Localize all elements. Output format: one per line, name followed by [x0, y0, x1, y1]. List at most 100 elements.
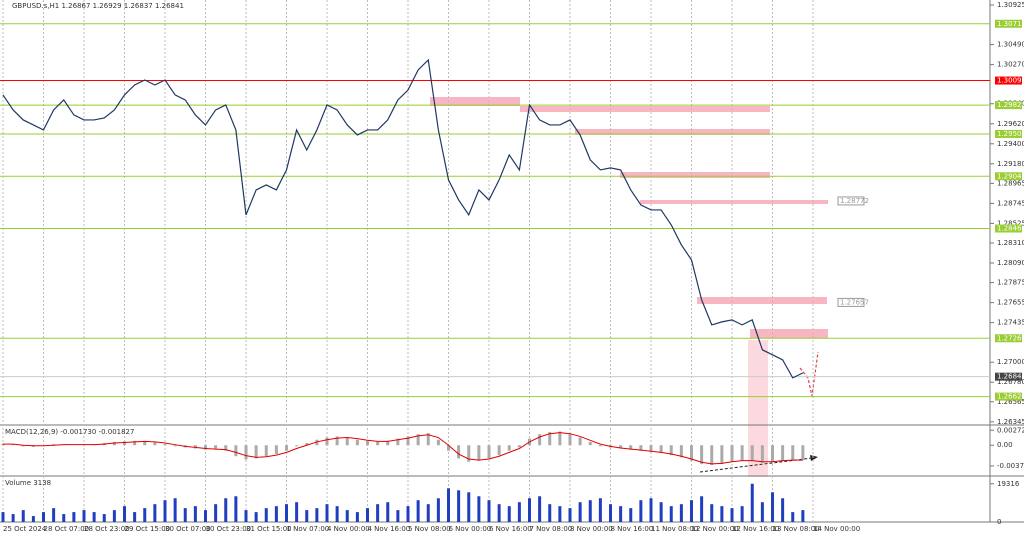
volume-bar — [163, 500, 167, 522]
macd-bar — [720, 445, 724, 464]
volume-bar — [295, 502, 299, 522]
x-tick-label: 4 Nov 16:00 — [368, 525, 411, 533]
volume-bar — [578, 502, 582, 522]
level-label: 1.27263 — [997, 334, 1024, 342]
volume-bar — [467, 492, 471, 522]
volume-bar — [720, 506, 724, 522]
macd-bar — [274, 445, 278, 455]
level-tag — [995, 19, 1022, 28]
y-tick-label: 1.28525 — [997, 219, 1024, 227]
macd-bar — [254, 445, 258, 459]
volume-bar — [123, 506, 126, 522]
macd-bar — [355, 439, 359, 446]
x-tick-label: 31 Oct 15:00 — [246, 525, 292, 533]
macd-bar — [193, 445, 197, 449]
level-tag — [995, 372, 1022, 381]
macd-bar — [295, 445, 299, 447]
macd-bar — [639, 445, 643, 451]
x-tick-label: 6 Nov 00:00 — [449, 525, 492, 533]
macd-bar — [112, 441, 116, 446]
macd-bar — [497, 445, 501, 456]
macd-bar — [244, 445, 248, 460]
y-tick-label: 1.27655 — [997, 299, 1024, 307]
volume-bar — [173, 498, 177, 522]
y-tick-label: 1.29180 — [997, 160, 1024, 168]
volume-bar — [52, 508, 56, 522]
zone — [748, 340, 768, 477]
panel-title: GBPUSD.s,H1 1.26867 1.26929 1.26837 1.26… — [12, 2, 184, 10]
macd-bar — [700, 445, 704, 464]
volume-bar — [214, 504, 218, 522]
macd-bar — [315, 439, 319, 446]
macd-bar — [558, 431, 562, 446]
y-tick-label: 1.28310 — [997, 239, 1024, 247]
volume-bar — [639, 500, 643, 522]
volume-bar — [781, 498, 785, 522]
y-tick-label: 1.29400 — [997, 140, 1024, 148]
macd-bar — [264, 445, 268, 457]
y-tick-label: 1.28965 — [997, 179, 1024, 187]
level-label: 1.30095 — [997, 77, 1024, 85]
y-tick-label: 1.28090 — [997, 259, 1024, 267]
macd-bar — [801, 445, 805, 461]
macd-bar — [396, 438, 400, 446]
x-tick-label: 5 Nov 08:00 — [408, 525, 451, 533]
x-tick-label: 29 Oct 15:00 — [125, 525, 171, 533]
volume-bar — [690, 500, 693, 522]
y-tick-label: 1.27875 — [997, 279, 1024, 287]
panel-title: MACD(12,26,9) -0.001730 -0.001827 — [5, 428, 134, 436]
volume-bar — [538, 496, 542, 522]
macd-bar — [679, 445, 683, 458]
x-tick-label: 13 Nov 08:00 — [773, 525, 820, 533]
level-tag — [995, 101, 1022, 110]
macd-bar — [133, 440, 137, 446]
volume-bar — [649, 498, 653, 522]
volume-bar — [406, 506, 410, 522]
macd-trend-arrow — [699, 457, 813, 473]
volume-bar — [82, 510, 86, 522]
macd-bar — [386, 440, 390, 446]
volume-bar — [629, 508, 633, 522]
volume-bar — [335, 506, 339, 522]
volume-bar — [740, 506, 744, 522]
volume-bar — [264, 508, 268, 522]
macd-bar — [740, 445, 744, 461]
volume-bar — [396, 510, 400, 522]
x-tick-label: 30 Oct 23:00 — [206, 525, 252, 533]
volume-bar — [345, 510, 349, 522]
macd-bar — [457, 445, 461, 459]
macd-bar — [214, 445, 218, 449]
macd-bar — [548, 432, 552, 446]
volume-bar — [760, 502, 764, 522]
volume-bar — [355, 512, 359, 522]
macd-bar — [52, 444, 56, 446]
volume-bar — [376, 504, 380, 522]
level-box — [837, 196, 865, 206]
volume-bar — [426, 504, 430, 522]
macd-bar — [629, 445, 633, 450]
volume-bar — [659, 502, 663, 522]
macd-bar — [588, 441, 592, 446]
macd-bar — [447, 445, 450, 451]
volume-bar — [558, 506, 562, 522]
macd-bar — [710, 445, 714, 466]
macd-bar — [345, 437, 349, 446]
y-tick-label: 19316 — [997, 480, 1020, 488]
level-label: 1.28772 — [840, 197, 869, 205]
x-tick-label: 8 Nov 16:00 — [611, 525, 654, 533]
volume-bar — [183, 508, 187, 522]
volume-bar — [598, 498, 602, 522]
macd-bar — [760, 445, 764, 463]
level-label: 1.30719 — [997, 20, 1024, 28]
y-tick-label: 1.29620 — [997, 120, 1024, 128]
volume-bar — [730, 508, 734, 522]
macd-bar — [487, 445, 491, 459]
level-label: 1.29825 — [997, 101, 1024, 109]
signal-line — [3, 432, 803, 465]
volume-bar — [102, 514, 106, 522]
macd-bar — [750, 445, 754, 462]
macd-bar — [406, 436, 410, 446]
macd-bar — [507, 445, 511, 451]
volume-bar — [477, 496, 481, 522]
